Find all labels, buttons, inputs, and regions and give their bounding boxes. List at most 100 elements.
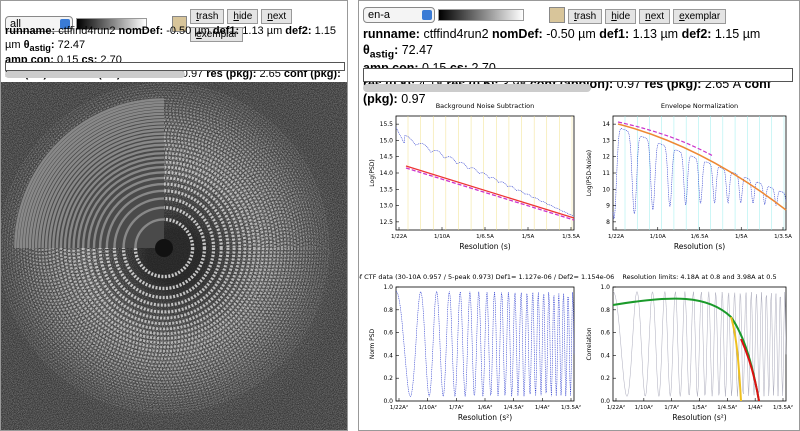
model-ring — [31, 115, 165, 249]
info-label: def2: — [285, 25, 312, 37]
select[interactable]: en-a — [363, 7, 435, 23]
button[interactable]: hide — [227, 9, 259, 24]
envelope — [617, 123, 787, 211]
data-curve — [395, 290, 575, 397]
y-tick-label: 0.0 — [383, 398, 393, 405]
right-panel: en-a trash hide next exemplar runname: ctff… — [358, 0, 800, 431]
y-tick-label: 12.5 — [380, 219, 394, 226]
x-axis-label: Resolution (s) — [459, 242, 510, 251]
x-axis-label: Resolution (s²) — [672, 413, 726, 422]
x-tick-label: 1/3.5A — [774, 234, 792, 240]
info-line: runname: ctffind4run2 nomDef: -0.50 µm d… — [5, 25, 347, 54]
y-tick-label: 0.8 — [383, 307, 393, 314]
info-value: 72.47 — [57, 38, 86, 51]
model-ring — [113, 197, 165, 249]
x-tick-label: 1/22A² — [390, 404, 408, 411]
button[interactable]: next — [261, 9, 293, 24]
ring — [1, 85, 327, 411]
data-curve — [612, 128, 787, 220]
edit-icon[interactable] — [171, 16, 188, 32]
scrollbar[interactable] — [5, 71, 185, 78]
model-ring — [41, 125, 165, 249]
y-tick-label: 0.0 — [600, 398, 610, 405]
info-label: def2: — [681, 27, 712, 41]
model-ring — [44, 128, 165, 249]
x-tick-label: 1/4A² — [535, 404, 550, 411]
info-value: 1.15 µm — [5, 25, 337, 51]
info-tail: : — [50, 38, 55, 51]
model-ring — [19, 103, 165, 249]
info-value: 0.97 — [401, 92, 426, 107]
y-tick-label: 0.8 — [600, 307, 610, 314]
y-tick-label: 0.6 — [383, 330, 393, 337]
ring — [48, 132, 280, 364]
ring — [86, 170, 242, 326]
model-ring — [72, 156, 165, 249]
y-axis-label: Log(PSD-Noise) — [586, 150, 593, 196]
info-label: res (pkg): — [206, 68, 257, 81]
model-ring — [48, 132, 165, 249]
button[interactable]: trash — [190, 9, 225, 24]
model-ring — [52, 136, 165, 249]
x-tick-label: 1/22A — [391, 234, 407, 240]
model-ring — [38, 122, 165, 249]
x-tick-label: 1/5A² — [692, 404, 707, 411]
edit-icon[interactable] — [549, 7, 565, 23]
y-tick-label: 13 — [602, 137, 610, 144]
y-tick-label: 0.2 — [600, 375, 610, 382]
rings — [1, 83, 329, 413]
x-tick-label: 1/7A² — [449, 404, 464, 411]
button[interactable]: hide — [605, 9, 637, 24]
info-value: ctffind4run2 — [58, 25, 116, 37]
x-tick-label: 1/10A² — [419, 404, 437, 411]
select[interactable]: all — [5, 16, 74, 32]
plot: Background Noise Subtraction Resolution (… — [369, 102, 580, 251]
button[interactable]: trash — [568, 9, 603, 24]
x-axis-label: Resolution (s) — [674, 242, 725, 251]
ring — [1, 83, 329, 413]
y-tick-label: 13.5 — [380, 186, 394, 193]
button[interactable]: exemplar — [190, 27, 244, 42]
x-tick-label: 1/3.5A — [562, 234, 580, 240]
fit-line — [405, 165, 575, 219]
x-tick-label: 1/10A — [650, 234, 666, 240]
info-sub: astig — [369, 49, 395, 61]
gradient — [438, 9, 524, 21]
plot-title: Resolution limits: 4.18A at 0.8 and 3.98… — [622, 273, 776, 281]
info-label: nomDef: — [492, 27, 543, 41]
text-input[interactable] — [5, 62, 345, 71]
plot: Envelope Normalization Resolution (s) Log(… — [586, 102, 792, 251]
ring — [38, 122, 290, 374]
info-value: 1.15 µm — [714, 27, 761, 41]
y-tick-label: 15.0 — [380, 137, 394, 144]
x-tick-label: 1/4.5A² — [717, 404, 737, 411]
plot-title: Envelope Normalization — [661, 102, 738, 110]
text-input[interactable] — [363, 68, 793, 82]
button[interactable]: next — [639, 9, 671, 24]
y-tick-label: 0.6 — [600, 330, 610, 337]
power-spectrum — [1, 82, 347, 430]
model-ring — [63, 147, 165, 249]
button[interactable]: exemplar — [673, 9, 727, 24]
model-ring — [105, 189, 165, 249]
y-tick-label: 10 — [602, 186, 610, 193]
model-ring — [98, 182, 165, 249]
info-tail: : — [394, 42, 399, 57]
info-value: -0.50 µm — [166, 25, 210, 37]
x-tick-label: 1/10A² — [635, 404, 653, 411]
y-tick-label: 11 — [602, 170, 610, 177]
info-line: runname: ctffind4run2 nomDef: -0.50 µm d… — [363, 27, 799, 61]
model-ring — [87, 171, 165, 249]
center — [155, 239, 173, 257]
info-value: 1.13 µm — [242, 25, 283, 37]
model-ring — [34, 118, 165, 249]
model-ring — [77, 161, 165, 249]
x-tick-label: 1/3.5A² — [561, 404, 581, 411]
model-ring — [81, 165, 165, 249]
model-ring — [14, 98, 165, 249]
plots: Background Noise Subtraction Resolution (… — [359, 102, 793, 422]
scrollbar[interactable] — [363, 84, 591, 92]
model-ring — [92, 176, 165, 249]
y-axis-label: Log(PSD) — [369, 159, 376, 186]
